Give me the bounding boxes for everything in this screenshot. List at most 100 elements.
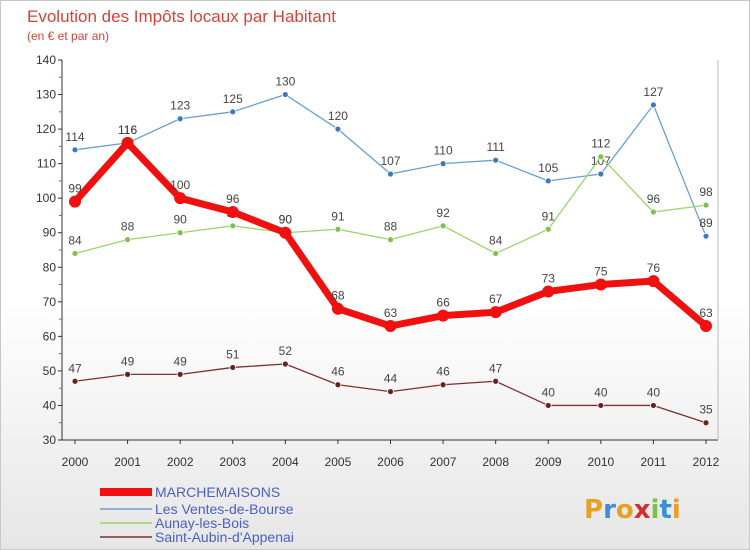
data-point — [387, 388, 394, 396]
data-label: 49 — [121, 354, 135, 368]
data-point — [492, 377, 500, 385]
data-label: 47 — [489, 361, 503, 375]
data-label: 51 — [226, 347, 240, 361]
data-label: 84 — [68, 233, 82, 247]
y-tick-label: 140 — [36, 53, 56, 67]
data-label: 75 — [594, 265, 608, 279]
legend-label: Aunay-les-Bois — [155, 515, 249, 531]
data-label: 90 — [279, 213, 293, 227]
data-point — [229, 222, 237, 230]
y-tick-label: 90 — [43, 226, 57, 240]
x-tick-label: 2004 — [272, 455, 299, 469]
x-tick-label: 2003 — [219, 455, 246, 469]
data-point — [176, 115, 184, 123]
proxiti-logo: Proxiti — [584, 495, 681, 525]
y-tick-label: 110 — [37, 157, 56, 171]
data-point — [71, 146, 79, 154]
logo-letter: t — [659, 495, 671, 525]
x-tick-label: 2002 — [167, 455, 194, 469]
x-tick-label: 2011 — [641, 455, 667, 469]
data-point — [176, 370, 184, 378]
x-tick-label: 2012 — [693, 455, 720, 469]
data-point — [226, 206, 239, 218]
data-label: 114 — [65, 130, 84, 144]
data-label: 76 — [647, 261, 661, 275]
data-point — [121, 136, 134, 149]
data-label: 40 — [594, 385, 608, 399]
data-point — [71, 250, 79, 257]
data-point — [700, 320, 712, 332]
data-label: 67 — [489, 292, 503, 306]
data-label: 120 — [328, 109, 348, 123]
data-label: 125 — [223, 92, 243, 106]
data-label: 112 — [591, 137, 610, 151]
y-tick-label: 100 — [36, 191, 56, 205]
data-point — [176, 229, 184, 237]
data-point — [650, 208, 657, 216]
chart-title: Evolution des Impôts locaux par Habitant — [27, 7, 336, 26]
data-label: 66 — [436, 296, 450, 310]
data-label: 68 — [331, 289, 345, 303]
data-label: 100 — [170, 178, 190, 192]
data-point — [489, 306, 502, 319]
data-label: 89 — [699, 216, 713, 230]
data-label: 63 — [384, 306, 398, 320]
data-point — [650, 101, 657, 109]
data-label: 88 — [121, 220, 135, 234]
data-point — [279, 226, 292, 239]
logo-letter: i — [672, 495, 681, 525]
data-point — [437, 309, 450, 322]
data-label: 88 — [384, 220, 398, 234]
data-point — [542, 285, 555, 298]
data-point — [281, 91, 289, 98]
data-label: 47 — [68, 361, 82, 375]
y-tick-label: 30 — [43, 433, 57, 447]
data-point — [71, 377, 79, 385]
logo-letter: o — [616, 495, 634, 525]
data-label: 40 — [542, 385, 556, 399]
legend-label: Saint-Aubin-d'Appenai — [155, 529, 294, 545]
data-point — [702, 232, 710, 240]
data-point — [387, 236, 394, 244]
data-point — [650, 402, 657, 409]
data-label: 127 — [643, 85, 663, 99]
data-point — [281, 360, 289, 368]
y-tick-label: 80 — [43, 260, 57, 274]
y-tick-label: 40 — [43, 398, 57, 412]
data-point — [439, 222, 447, 230]
data-point — [229, 108, 237, 116]
x-tick-label: 2008 — [482, 455, 509, 469]
data-point — [702, 201, 710, 209]
series-saint-aubin-d-appenai: 47 49 49 51 52 46 44 46 47 40 40 40 35 — [68, 344, 713, 427]
data-point — [597, 170, 605, 178]
data-label: 105 — [538, 161, 558, 175]
data-label: 99 — [68, 182, 82, 196]
data-point — [124, 236, 131, 244]
data-label: 116 — [118, 123, 137, 137]
data-point — [544, 225, 552, 233]
data-label: 84 — [489, 233, 503, 247]
data-label: 116 — [118, 123, 137, 137]
legend-label: MARCHEMAISONS — [155, 484, 280, 500]
legend-label: Les Ventes-de-Bourse — [155, 501, 294, 517]
data-point — [384, 320, 397, 332]
x-tick-label: 2005 — [325, 455, 352, 469]
data-label: 90 — [279, 213, 293, 227]
data-label: 92 — [436, 206, 450, 220]
data-point — [492, 250, 500, 257]
data-label: 46 — [331, 365, 345, 379]
logo-letter: i — [651, 495, 660, 525]
x-tick-label: 2007 — [430, 455, 457, 469]
data-label: 73 — [542, 271, 556, 285]
data-point — [387, 170, 394, 178]
data-point — [647, 275, 660, 288]
data-label: 98 — [699, 185, 713, 199]
data-label: 123 — [170, 99, 190, 113]
chart-subtitle: (en € et par an) — [27, 29, 109, 43]
data-label: 91 — [331, 209, 345, 223]
data-point — [594, 278, 607, 291]
data-point — [174, 192, 187, 205]
data-point — [229, 364, 237, 371]
